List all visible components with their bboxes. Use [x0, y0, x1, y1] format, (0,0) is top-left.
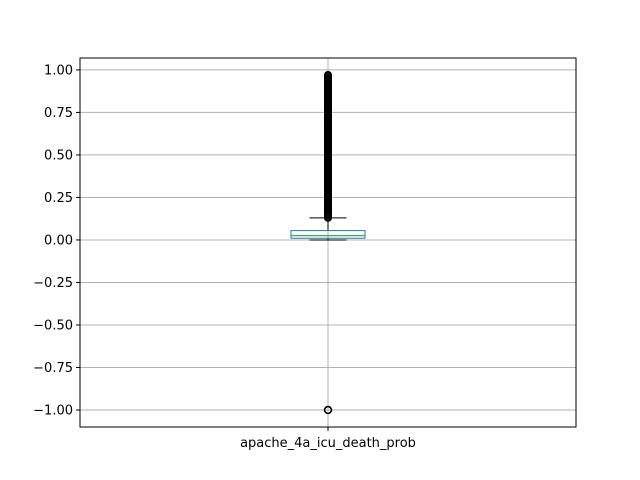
x-tick-label: apache_4a_icu_death_prob	[240, 436, 416, 451]
y-tick-label: −0.50	[33, 318, 73, 333]
y-tick-label: 0.25	[44, 191, 73, 206]
y-tick-label: 0.75	[44, 106, 73, 121]
y-axis: 1.00 0.75 0.50 0.25 0.00 −0.25 −0.50 −0.75 −1.00	[33, 63, 80, 418]
outlier-point	[323, 405, 333, 415]
plot-area	[290, 71, 366, 415]
y-tick-label: −0.75	[33, 361, 73, 376]
iqr-box	[290, 230, 366, 239]
y-tick-label: 0.50	[44, 148, 73, 163]
y-tick-label: −1.00	[33, 403, 73, 418]
y-tick-label: 0.00	[44, 233, 73, 248]
x-axis: apache_4a_icu_death_prob	[240, 427, 416, 451]
y-tick-label: 1.00	[44, 63, 73, 78]
y-tick-label: −0.25	[33, 276, 73, 291]
outlier-point	[324, 213, 333, 222]
